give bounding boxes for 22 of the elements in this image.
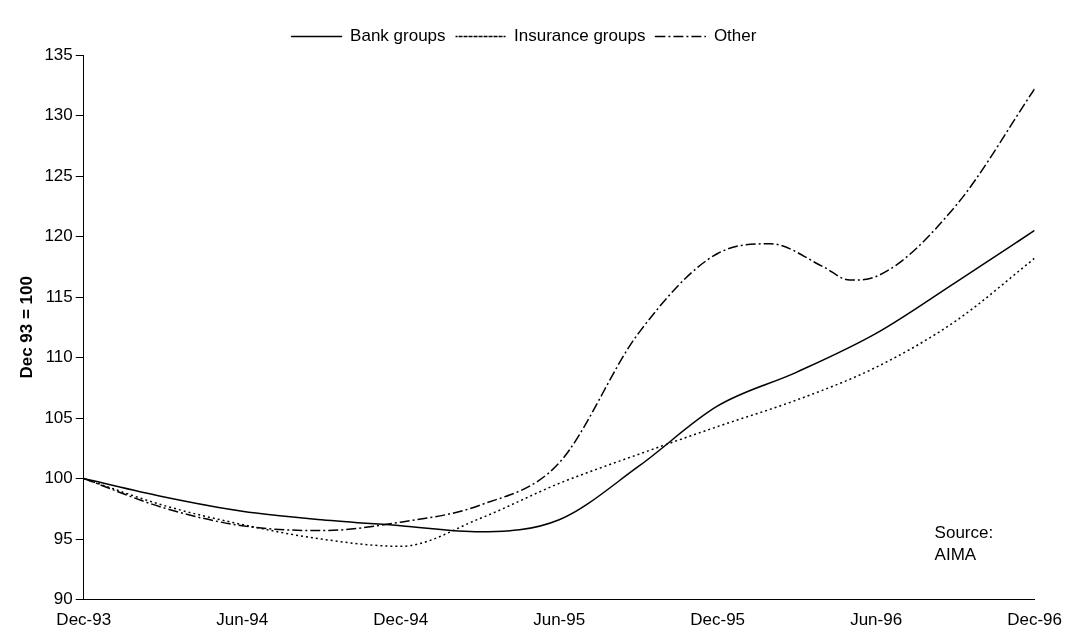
y-tick-label: 100: [44, 468, 73, 488]
y-tick-label: 125: [44, 165, 73, 185]
legend-label: Bank groups: [350, 26, 446, 46]
x-tick-label: Dec-95: [690, 610, 746, 630]
legend-label: Insurance groups: [514, 26, 646, 46]
y-tick-label: 130: [44, 105, 73, 125]
x-tick-label: Jun-96: [850, 610, 903, 630]
y-tick-label: 115: [45, 286, 73, 306]
x-tick-label: Dec-93: [56, 610, 112, 630]
x-tick-label: Dec-94: [373, 610, 429, 630]
y-tick-label: 90: [53, 589, 73, 609]
y-tick-label: 95: [53, 528, 73, 548]
legend-label: Other: [713, 26, 757, 46]
x-tick-label: Jun-95: [533, 610, 586, 630]
x-tick-label: Jun-94: [216, 610, 269, 630]
y-tick-label: 120: [44, 226, 73, 246]
annotation: Source: AIMA: [934, 522, 994, 564]
y-tick-label: 110: [45, 347, 73, 367]
y-tick-label: 135: [44, 44, 73, 64]
y-tick-label: 105: [44, 407, 73, 427]
y-axis-title: Dec 93 = 100: [16, 276, 36, 379]
x-tick-label: Dec-96: [1007, 610, 1063, 630]
